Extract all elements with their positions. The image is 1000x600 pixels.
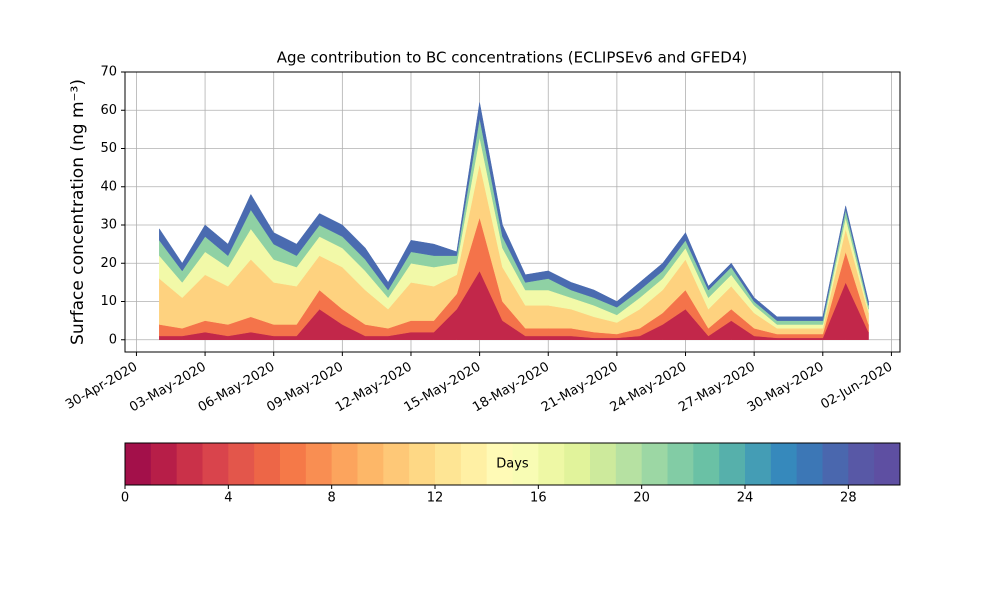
x-tick-label: 30-May-2020 [745,360,827,416]
colorbar-bin [331,443,358,485]
colorbar-tick-label: 28 [840,491,857,506]
colorbar-bin [383,443,410,485]
colorbar-tick-label: 24 [737,491,754,506]
x-tick-label: 21-May-2020 [539,360,621,416]
colorbar-bin [460,443,488,485]
colorbar-bin [125,443,152,485]
colorbar-bin [564,443,591,485]
y-tick-label: 50 [100,141,117,156]
colorbar-bin [305,443,333,485]
colorbar-bin [435,443,462,485]
y-tick-label: 30 [100,218,117,233]
colorbar-bin [615,443,643,485]
chart-title: Age contribution to BC concentrations (E… [277,49,748,67]
colorbar-tick-label: 20 [633,491,650,506]
colorbar-bin [667,443,694,485]
colorbar-bin [202,443,229,485]
plot-frame [124,71,901,353]
y-axis-label: Surface concentration (ng m⁻³) [68,79,88,345]
area-layer [159,102,869,321]
colorbar-bin [280,443,307,485]
y-tick-label: 10 [100,294,117,309]
colorbar-bin [641,443,668,485]
colorbar-bin [486,443,513,485]
colorbar-bin [357,443,384,485]
colorbar-bin [512,443,539,485]
x-tick-label: 06-May-2020 [196,360,278,416]
x-tick-label: 15-May-2020 [402,360,484,416]
colorbar-bin [254,443,281,485]
colorbar-bin [176,443,203,485]
colorbar-bin [538,443,565,485]
x-tick-label: 09-May-2020 [264,360,346,416]
colorbar-bin [848,443,875,485]
x-tick-label: 24-May-2020 [608,360,690,416]
colorbar-bin [874,443,901,485]
colorbar-bin [693,443,720,485]
x-tick-label: 12-May-2020 [333,360,415,416]
x-tick-label: 18-May-2020 [470,360,552,416]
colorbar-bin [770,443,798,485]
colorbar-bin [590,443,617,485]
x-tick-label: 03-May-2020 [127,360,209,416]
x-tick-label: 27-May-2020 [676,360,758,416]
colorbar-label: Days [496,457,529,472]
colorbar-tick-label: 4 [224,491,232,506]
y-tick-label: 60 [100,103,117,118]
colorbar-tick-label: 12 [427,491,444,506]
colorbar-frame [124,442,901,486]
colorbar-bin [150,443,178,485]
y-tick-label: 0 [109,332,117,347]
colorbar-bin [745,443,772,485]
colorbar-bin [719,443,746,485]
colorbar-tick-label: 0 [121,491,129,506]
colorbar-bin [228,443,255,485]
colorbar-tick-label: 8 [328,491,336,506]
colorbar-bin [822,443,849,485]
colorbar-bin [796,443,823,485]
y-tick-label: 70 [100,65,117,80]
y-tick-label: 40 [100,179,117,194]
colorbar-bin [409,443,436,485]
colorbar-tick-label: 16 [530,491,547,506]
y-tick-label: 20 [100,256,117,271]
x-tick-label: 02-Jun-2020 [818,360,895,413]
